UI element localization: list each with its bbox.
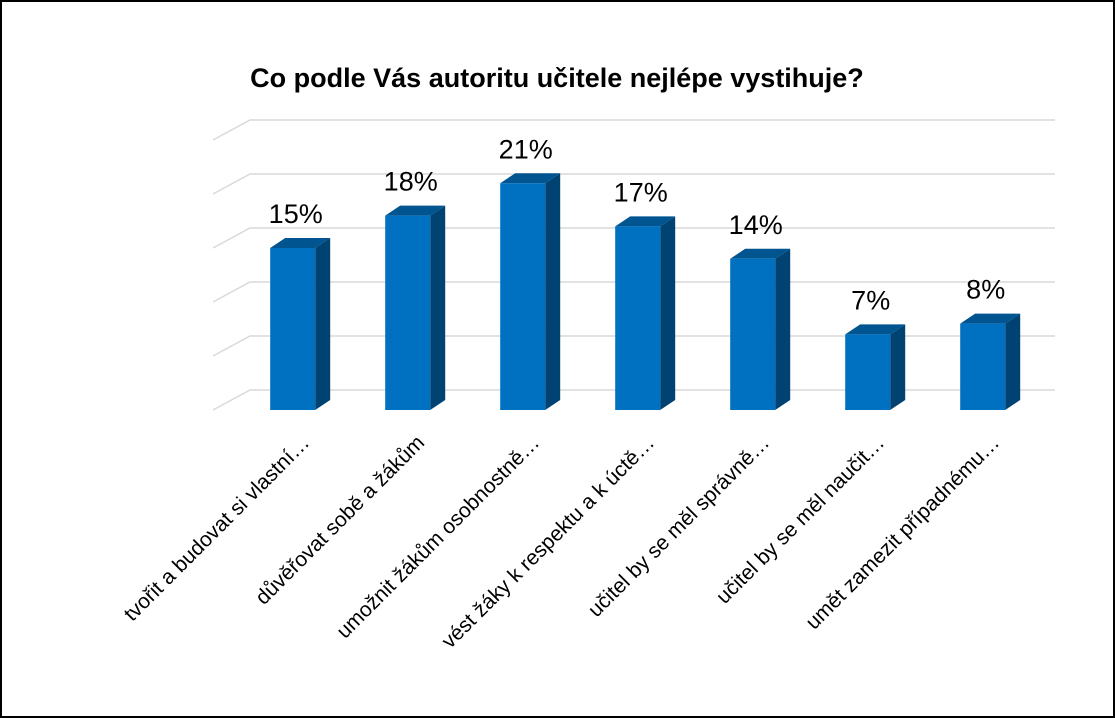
bar (500, 173, 561, 410)
chart-title: Co podle Vás autoritu učitele nejlépe vy… (250, 63, 864, 93)
bar-front (270, 248, 316, 410)
bar-front (730, 258, 776, 410)
bar (270, 238, 331, 410)
bar-front (500, 183, 546, 410)
bar-top (960, 313, 1021, 324)
bar (960, 313, 1021, 410)
bar (385, 205, 446, 410)
grid-line (212, 173, 1055, 195)
bar-side (660, 216, 676, 410)
bar-side (890, 324, 906, 410)
bar-side (775, 248, 791, 410)
bar-side (1005, 313, 1021, 410)
data-label: 21% (499, 134, 553, 164)
bar-top (270, 238, 331, 248)
grid-line (212, 227, 1055, 249)
bar-side (430, 205, 446, 410)
data-label: 17% (614, 178, 668, 208)
bar-top (615, 216, 676, 227)
data-label: 15% (269, 199, 323, 229)
data-label: 18% (384, 167, 438, 197)
bar-front (615, 226, 661, 410)
data-label: 14% (729, 210, 783, 240)
grid-line (212, 119, 1055, 141)
bar-top (385, 205, 446, 216)
bar (730, 248, 791, 410)
bar-top (845, 324, 906, 335)
bar-front (845, 334, 891, 410)
data-label: 7% (851, 286, 890, 316)
bar (615, 216, 676, 410)
bar-front (960, 323, 1006, 410)
bar-top (730, 248, 791, 259)
bar-top (500, 173, 561, 184)
bar-front (385, 215, 431, 410)
bar-side (545, 173, 561, 410)
bar-side (315, 238, 331, 410)
data-label: 8% (966, 275, 1005, 305)
bar (845, 324, 906, 410)
